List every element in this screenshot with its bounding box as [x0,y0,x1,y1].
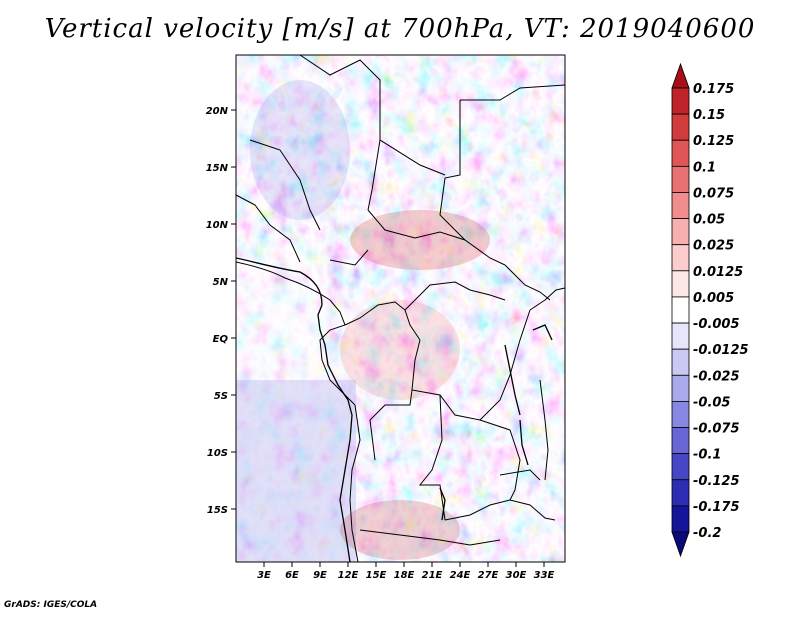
colorbar-segment [671,505,690,533]
colorbar-segment [671,87,690,115]
lat-label-eq: EQ [213,334,229,345]
grads-credit: GrADS: IGES/COLA [4,600,98,610]
colorbar-segment [671,348,690,376]
lat-label-5n: 5N [213,277,229,288]
colorbar-label: 0.175 [693,82,734,97]
lat-label-5s: 5S [214,391,228,402]
colorbar-segment [671,453,690,481]
map-frame [235,54,566,563]
colorbar-label: 0.125 [693,134,734,149]
colorbar-label: -0.0125 [693,343,749,358]
colorbar: 0.175 0.15 0.125 0.1 0.075 0.05 0.025 0.0125 0.0… [671,62,749,558]
colorbar-label: 0.05 [693,213,725,228]
colorbar-label: -0.1 [693,448,721,463]
colorbar-segment [671,531,690,558]
lon-label-33e: 33E [534,570,555,581]
colorbar-label: -0.125 [693,474,740,489]
colorbar-segment [671,218,690,246]
lon-label-21e: 21E [422,570,443,581]
colorbar-segment [671,374,690,402]
colorbar-label: 0.0125 [693,265,743,280]
colorbar-segment [671,165,690,193]
lon-label-12e: 12E [338,570,359,581]
colorbar-label: 0.15 [693,108,725,123]
coastline [236,257,553,562]
colorbar-label: -0.05 [693,395,730,410]
colorbar-segment [671,401,690,428]
lon-label-27e: 27E [478,570,499,581]
lat-label-20n: 20N [206,106,229,117]
map-title: Vertical velocity [m/s] at 700hPa, VT: 2… [44,14,756,44]
colorbar-segment [671,192,690,219]
colorbar-segment [671,270,690,298]
lat-label-15n: 15N [206,163,229,174]
lat-label-10s: 10S [207,448,228,459]
colorbar-segment [671,113,690,141]
lon-label-24e: 24E [450,570,471,581]
country-borders [236,55,565,562]
lat-label-15s: 15S [207,505,228,516]
colorbar-segment [671,139,690,167]
lon-label-6e: 6E [285,570,299,581]
lon-label-3e: 3E [257,570,271,581]
colorbar-label: -0.075 [693,422,740,437]
colorbar-segment [671,479,690,507]
colorbar-label: -0.005 [693,317,740,332]
colorbar-label: 0.025 [693,239,734,254]
lon-label-30e: 30E [506,570,527,581]
latitude-axis: 20N 15N 10N 5N EQ 5S 10S 15S [206,106,236,516]
colorbar-segment [671,427,690,455]
colorbar-segment [671,62,690,89]
longitude-axis: 3E 6E 9E 12E 15E 18E 21E 24E 27E 30E 33E [257,562,555,581]
colorbar-label: 0.005 [693,291,734,306]
colorbar-label: 0.1 [693,160,716,175]
colorbar-segment [671,296,690,324]
lat-label-10n: 10N [206,220,229,231]
colorbar-label: -0.025 [693,369,740,384]
colorbar-segment [671,322,690,350]
colorbar-label: -0.2 [693,526,721,541]
lon-label-18e: 18E [394,570,415,581]
lon-label-15e: 15E [366,570,387,581]
colorbar-label: 0.075 [693,186,734,201]
colorbar-segment [671,244,690,272]
colorbar-label: -0.175 [693,500,740,515]
lon-label-9e: 9E [313,570,327,581]
